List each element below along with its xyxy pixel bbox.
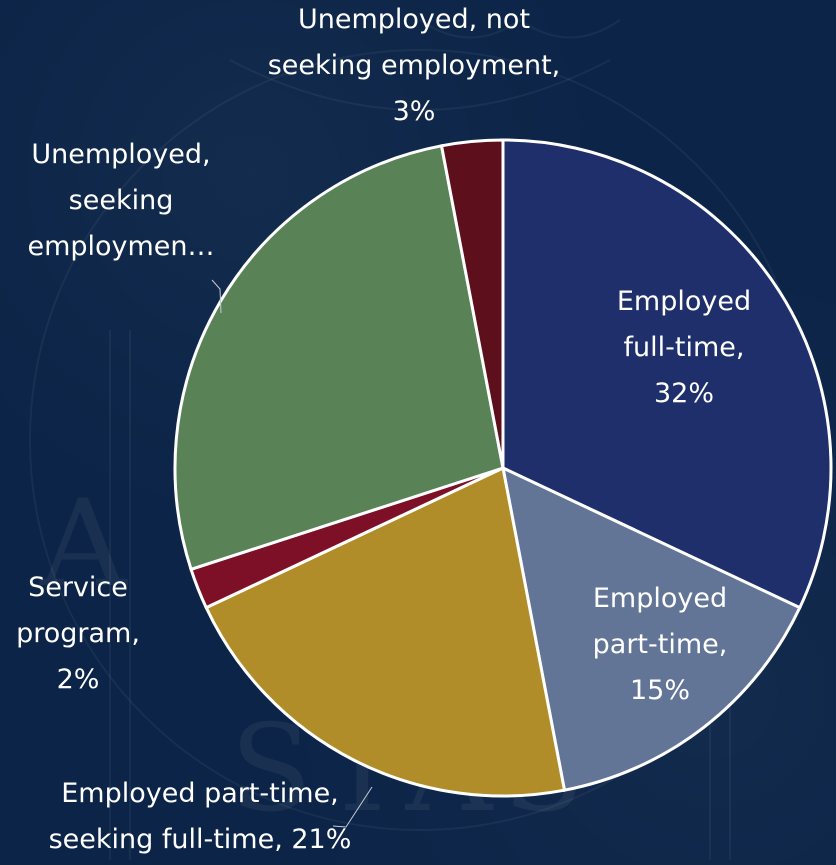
data-label-line: Employed <box>593 583 727 614</box>
data-label-employed-full-time: Employed full-time, 32% <box>617 286 751 409</box>
svg-text:A: A <box>39 475 137 614</box>
data-label-service-program: Service program, 2% <box>16 572 140 695</box>
data-label-line: 2% <box>57 664 100 695</box>
data-label-line: seeking <box>69 185 174 216</box>
data-label-line: Employed part-time, <box>61 778 339 809</box>
data-label-line: 15% <box>630 675 690 706</box>
data-label-line: full-time, <box>624 332 745 363</box>
data-label-unemployed-not-seeking-employment: Unemployed, not seeking employment, 3% <box>268 4 561 127</box>
leader-lines <box>211 279 373 828</box>
data-label-line: Service <box>28 572 128 603</box>
data-label-line: part-time, <box>593 629 728 660</box>
data-label-unemployed-seeking-employment: Unemployed, seeking employmen… <box>27 139 214 262</box>
data-label-line: seeking employment, <box>268 50 561 81</box>
leader-line-unemployed-seeking-employment <box>211 279 222 314</box>
pie-slice-employed-part-time <box>500 465 802 792</box>
data-label-employed-part-time: Employed part-time, 15% <box>593 583 728 706</box>
pie-slice-unemployed-not-seeking-employment <box>439 138 505 469</box>
data-label-line: employmen… <box>27 231 214 262</box>
data-label-line: 3% <box>393 96 436 127</box>
data-label-line: Unemployed, not <box>298 4 530 35</box>
pie-slice-employed-full-time <box>501 138 833 610</box>
leader-line-employed-part-time-seeking-full-time <box>332 786 373 828</box>
data-label-line: program, <box>16 618 140 649</box>
pie-slices <box>173 138 833 798</box>
data-label-employed-part-time-seeking-full-time: Employed part-time, seeking full-time, 21… <box>49 778 352 855</box>
data-label-line: Unemployed, <box>31 139 210 170</box>
data-label-line: Employed <box>617 286 751 317</box>
data-label-line: 32% <box>654 378 714 409</box>
data-labels: Employed full-time, 32% Employed part-time, 1… <box>16 4 751 855</box>
pie-slice-employed-part-time-seeking-full-time <box>204 465 567 798</box>
data-label-line: seeking full-time, 21% <box>49 824 352 855</box>
